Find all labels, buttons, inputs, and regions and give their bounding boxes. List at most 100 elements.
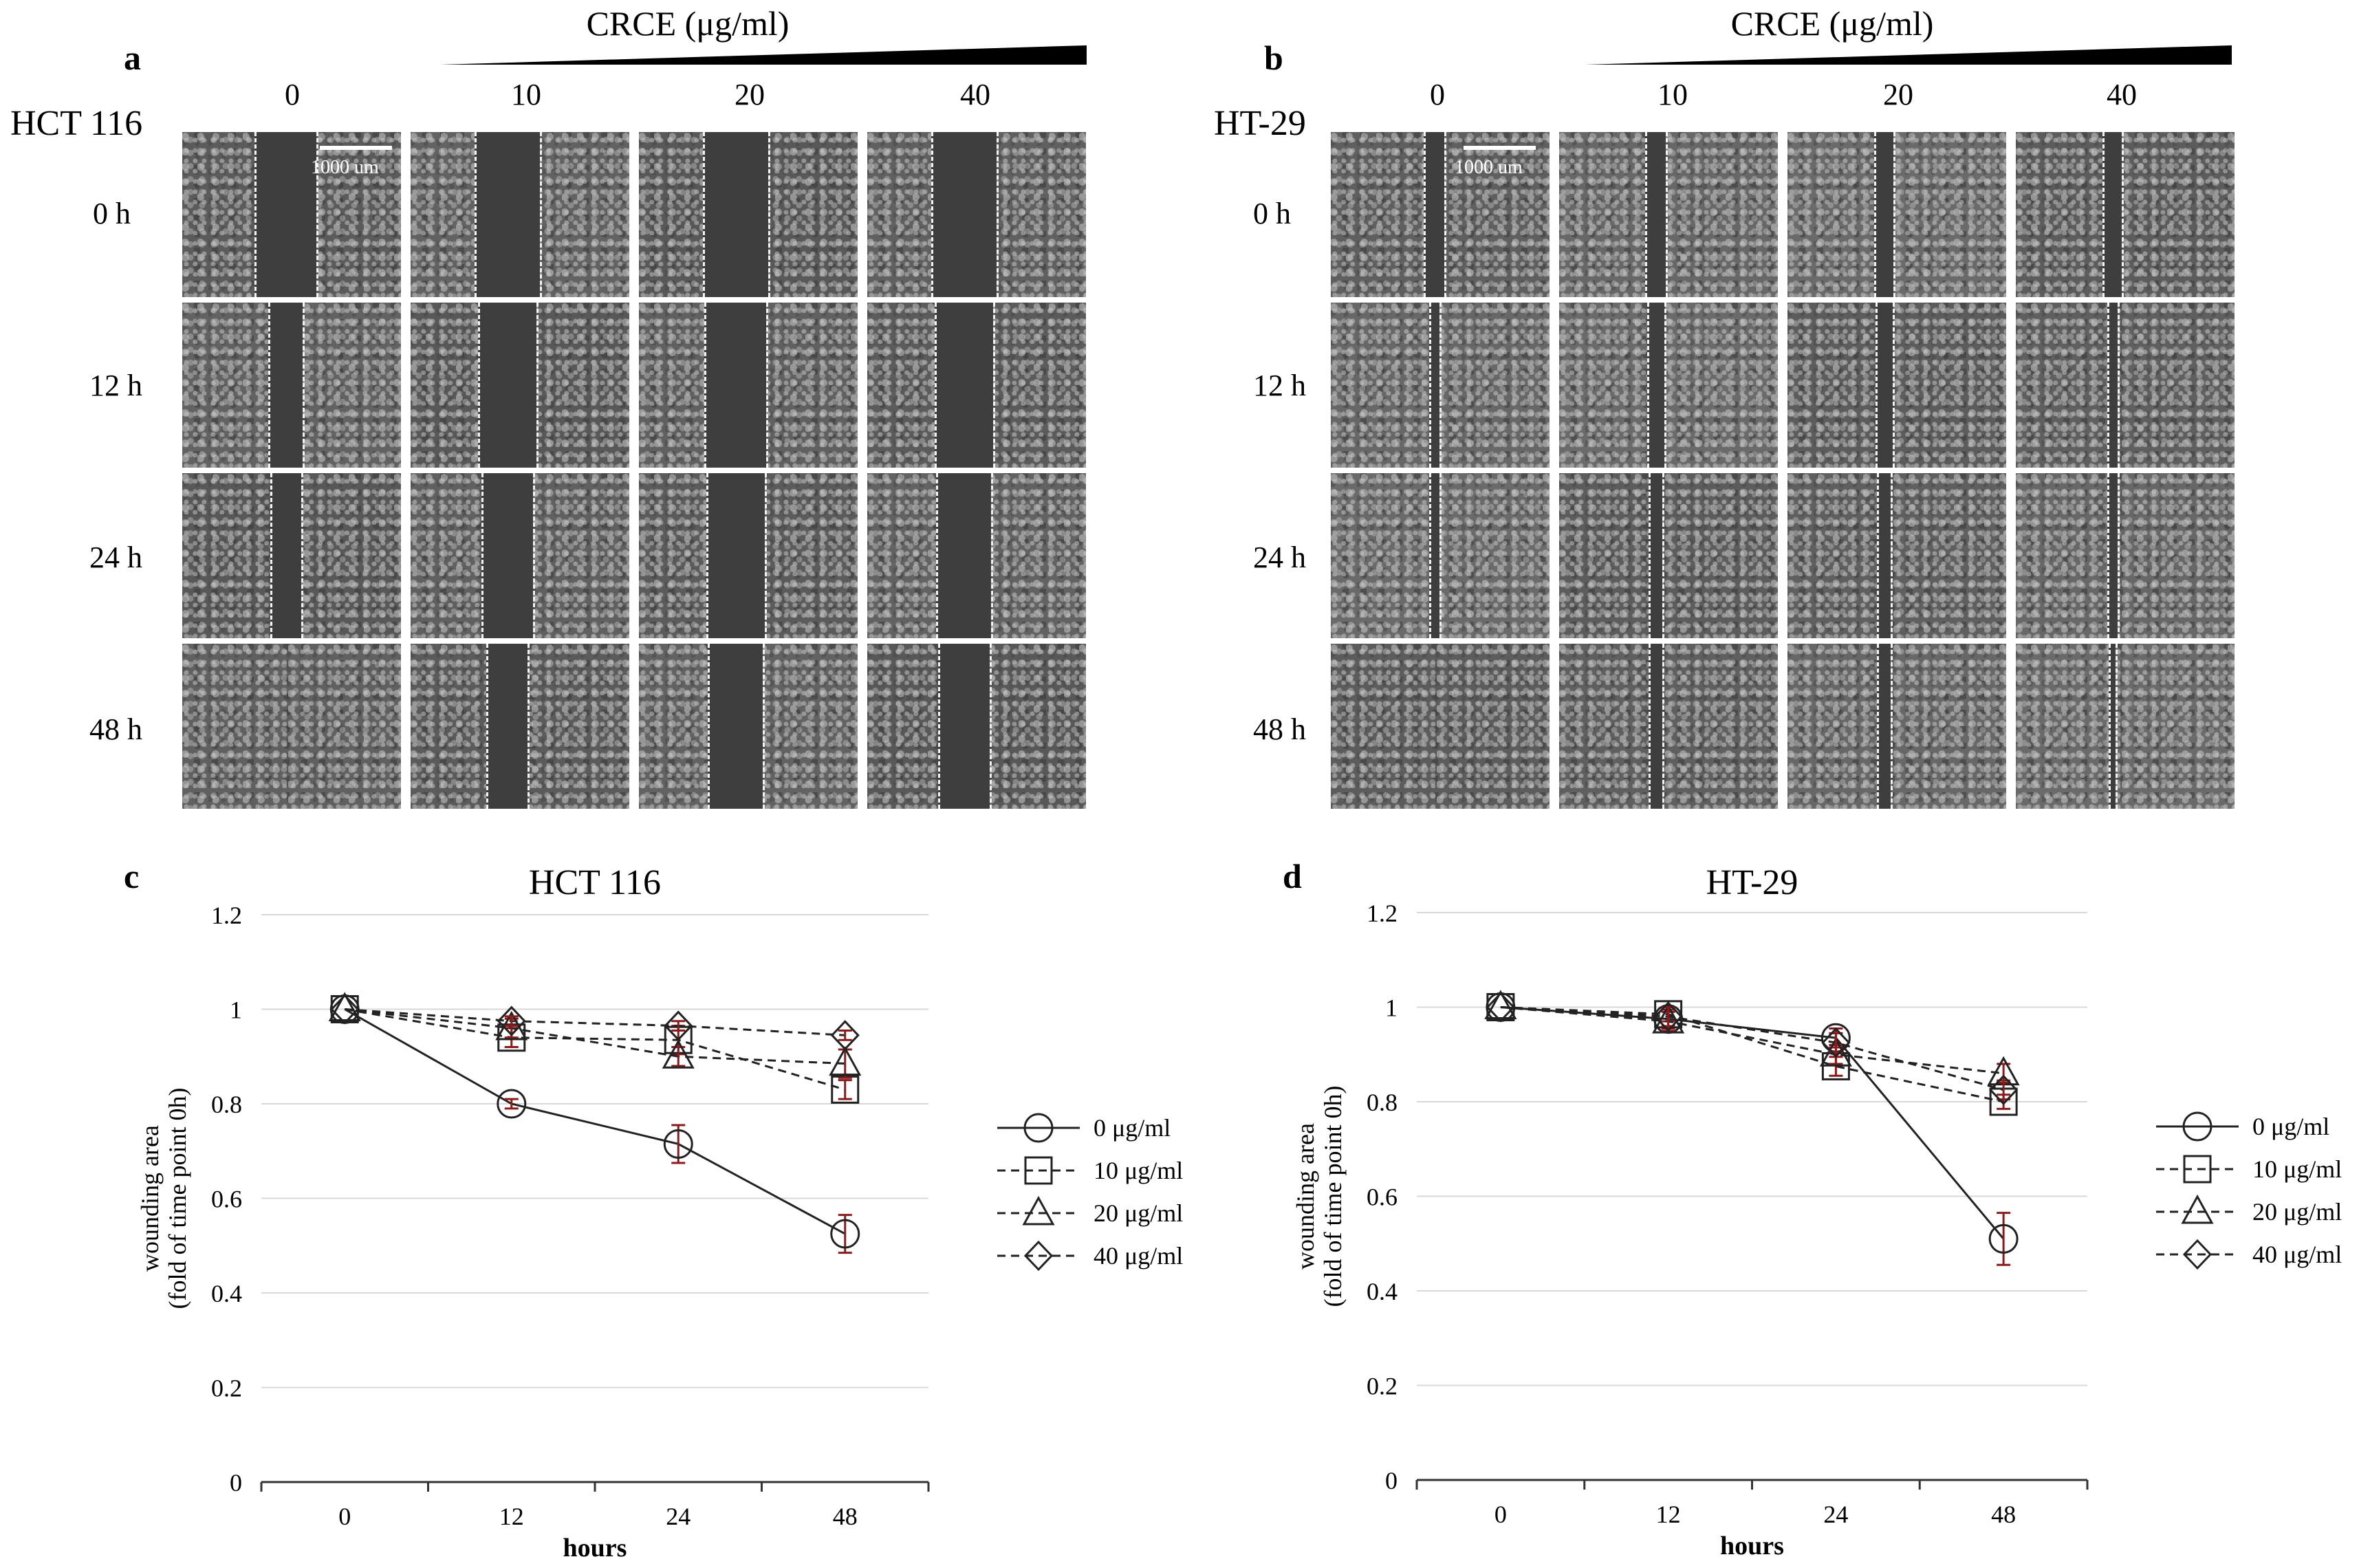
conc-label-b-2: 20	[1883, 78, 1913, 111]
data-point	[662, 1039, 695, 1069]
y-tick-label: 0.4	[1367, 1278, 1398, 1305]
legend-marker	[2183, 1155, 2212, 1184]
legend-marker	[1024, 1156, 1053, 1185]
series-line	[1500, 1006, 2004, 1075]
micrograph-a-r1-c2	[639, 303, 858, 468]
data-point	[1988, 1223, 2019, 1254]
chart-title: HT-29	[1706, 863, 1798, 902]
time-label-a-3: 48 h	[89, 712, 142, 746]
micrograph-b-r0-c1	[1559, 132, 1778, 297]
micrograph-b-r2-c1	[1559, 473, 1778, 638]
y-axis-label: wounding area	[1292, 1123, 1319, 1270]
y-tick-label: 0.2	[211, 1375, 242, 1402]
micrograph-a-r2-c2	[639, 473, 858, 638]
data-point	[330, 994, 360, 1025]
series-0	[1486, 992, 2019, 1266]
series-3	[1486, 992, 2019, 1105]
conc-label-a-3: 40	[960, 78, 990, 111]
data-point	[1821, 1027, 1851, 1058]
legend-label: 0 μg/ml	[1094, 1114, 1171, 1142]
legend-marker	[1023, 1240, 1054, 1272]
micrograph-a-r0-c2	[639, 132, 858, 297]
panel-letter-a: a	[124, 39, 141, 77]
micrograph-a-r3-c0	[182, 644, 401, 809]
scale-bar-label-b: 1000 um	[1455, 157, 1523, 178]
data-point	[1989, 1074, 2019, 1105]
micrograph-b-r0-c2	[1787, 132, 2006, 297]
x-tick-label: 0	[1494, 1501, 1507, 1528]
micrograph-b-r3-c3	[2016, 644, 2235, 809]
micrograph-a-r1-c0	[182, 303, 401, 468]
conc-label-a-2: 20	[735, 78, 765, 111]
time-label-b-2: 24 h	[1253, 541, 1306, 574]
scale-bar-a	[320, 146, 392, 150]
y-tick-label: 0.2	[1367, 1373, 1398, 1400]
micrograph-a-r3-c2	[639, 644, 858, 809]
x-axis-label: hours	[1720, 1532, 1784, 1560]
micrograph-b-r1-c2	[1787, 303, 2006, 468]
series-2	[328, 992, 862, 1079]
legend-marker	[2181, 1194, 2214, 1224]
conc-label-b-1: 10	[1657, 78, 1688, 111]
x-tick-label: 48	[833, 1503, 858, 1530]
x-tick-label: 24	[1823, 1501, 1848, 1528]
micrograph-b-r0-c0	[1331, 132, 1550, 297]
x-tick-label: 48	[1991, 1501, 2016, 1528]
scale-bar-b	[1464, 146, 1536, 150]
cell-line-label-a: HCT 116	[10, 104, 143, 143]
series-line	[344, 1008, 846, 1235]
legend-label: 40 μg/ml	[2252, 1241, 2342, 1268]
y-tick-label: 0	[230, 1469, 242, 1496]
legend-marker	[2182, 1111, 2213, 1142]
y-tick-label: 0.4	[211, 1280, 242, 1307]
y-tick-label: 0	[1385, 1467, 1398, 1494]
legend-marker	[2182, 1239, 2213, 1270]
legend-marker	[1023, 1113, 1054, 1143]
time-label-b-1: 12 h	[1253, 369, 1306, 402]
y-tick-label: 1	[230, 997, 242, 1024]
y-axis-label-sub: (fold of time point 0h)	[164, 1088, 191, 1309]
data-point	[497, 1089, 527, 1119]
micrograph-b-r3-c2	[1787, 644, 2006, 809]
micrograph-a-r3-c3	[867, 644, 1086, 809]
x-axis-label: hours	[563, 1534, 627, 1562]
time-label-a-1: 12 h	[89, 369, 142, 402]
conc-label-a-0: 0	[285, 78, 300, 111]
series-line	[1500, 1006, 2005, 1240]
y-axis-label: wounding area	[136, 1125, 164, 1272]
y-tick-label: 0.8	[211, 1091, 242, 1118]
time-label-b-3: 48 h	[1253, 712, 1306, 746]
series-0	[329, 994, 860, 1254]
micrograph-b-r0-c3	[2016, 132, 2235, 297]
data-point	[830, 1219, 860, 1249]
legend-marker	[1022, 1195, 1055, 1226]
x-tick-label: 12	[1656, 1501, 1681, 1528]
conc-label-a-1: 10	[511, 78, 541, 111]
series-line	[1500, 1006, 2004, 1091]
y-tick-label: 1	[1385, 994, 1398, 1022]
micrograph-a-r2-c3	[867, 473, 1086, 638]
micrograph-b-r2-c0	[1331, 473, 1550, 638]
panel-letter-b: b	[1264, 39, 1283, 77]
data-point	[1819, 1037, 1852, 1067]
micrograph-b-r3-c1	[1559, 644, 1778, 809]
legend-label: 20 μg/ml	[2252, 1198, 2342, 1226]
x-tick-label: 0	[338, 1503, 351, 1530]
conc-label-b-0: 0	[1430, 78, 1445, 111]
series-2	[1484, 990, 2020, 1086]
series-line	[1500, 1006, 2004, 1103]
micrograph-b-r2-c2	[1787, 473, 2006, 638]
data-point	[328, 992, 361, 1021]
concentration-wedge-a	[440, 45, 1087, 65]
micrograph-b-r2-c3	[2016, 473, 2235, 638]
micrograph-a-r0-c3	[867, 132, 1086, 297]
series-line	[344, 1008, 846, 1091]
series-line	[345, 1008, 845, 1065]
time-label-a-0: 0 h	[93, 197, 131, 230]
data-point	[830, 1020, 860, 1051]
x-tick-label: 12	[499, 1503, 524, 1530]
legend-label: 10 μg/ml	[2252, 1155, 2342, 1183]
data-point	[829, 1046, 862, 1076]
legend-label: 0 μg/ml	[2252, 1113, 2329, 1140]
micrograph-a-r1-c3	[867, 303, 1086, 468]
